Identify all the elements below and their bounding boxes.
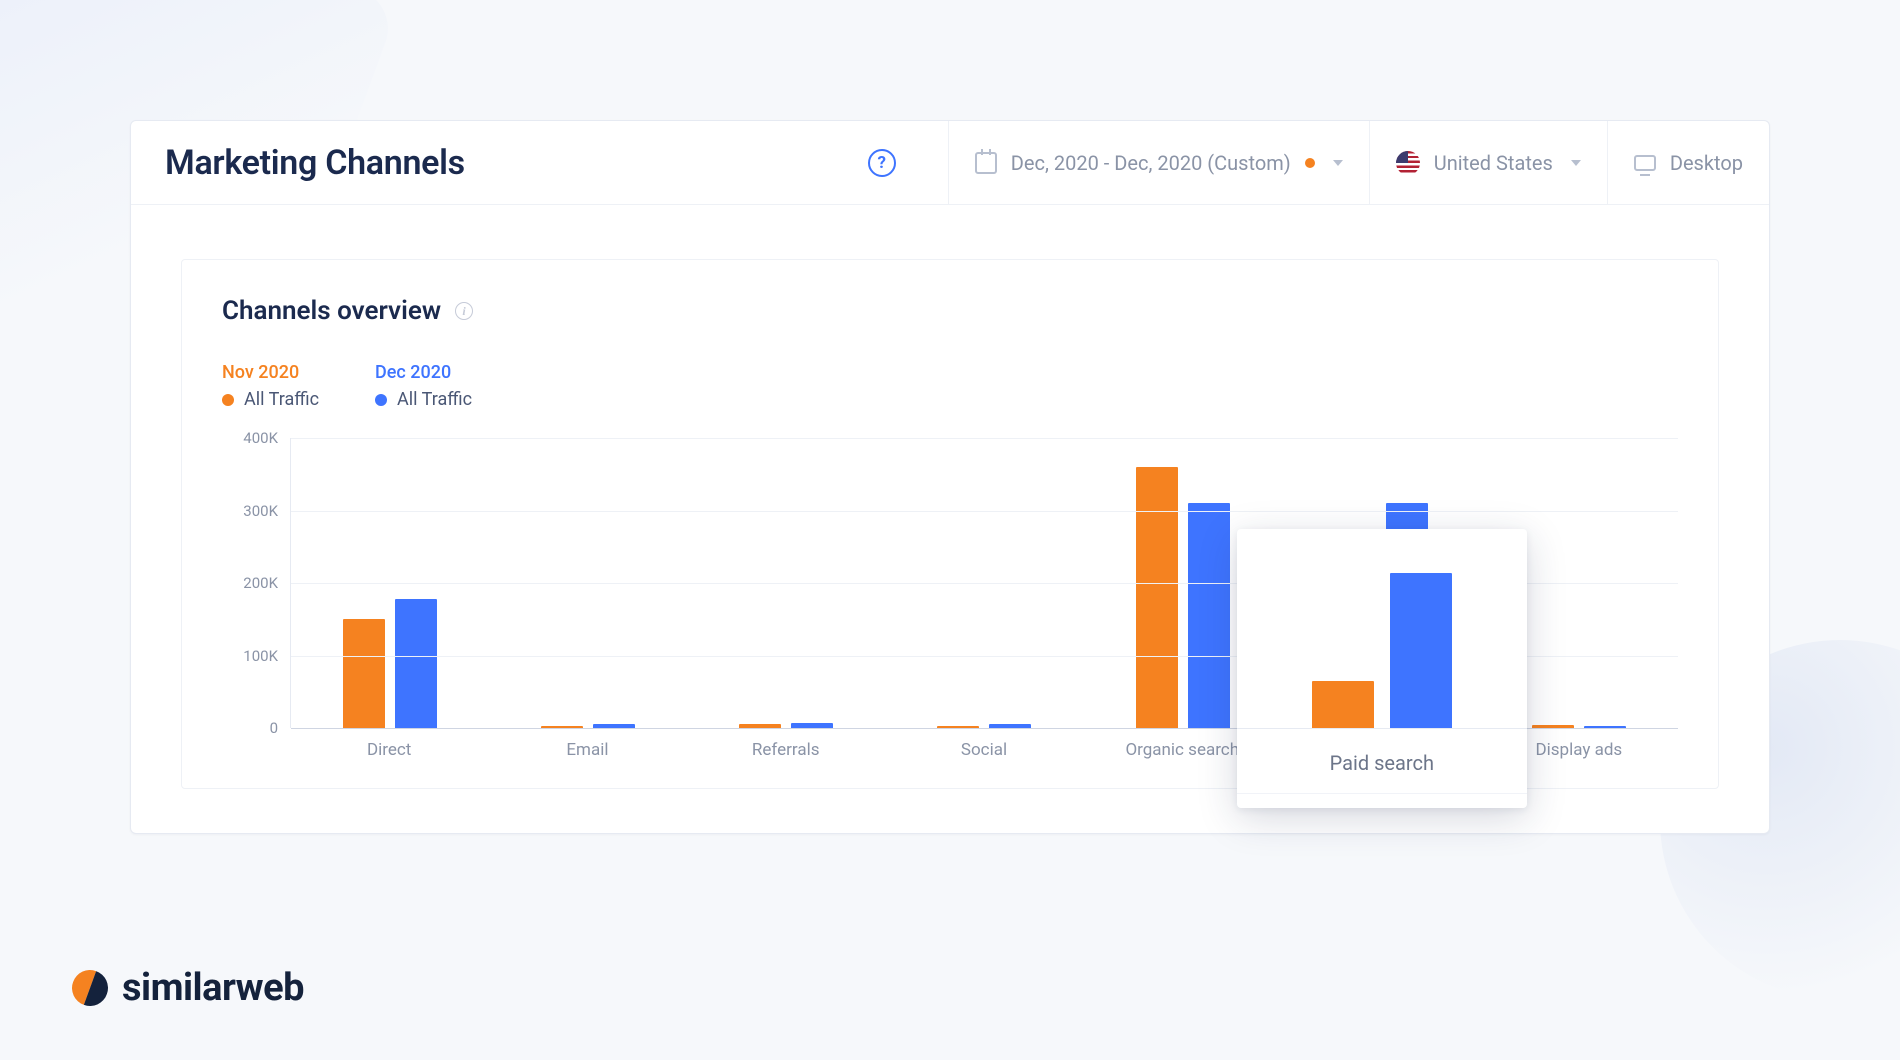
y-tick-label: 0: [270, 719, 278, 737]
brand-name: similarweb: [122, 966, 304, 1010]
help-icon[interactable]: ?: [868, 149, 896, 177]
brand-mark-icon: [72, 970, 108, 1006]
y-tick-label: 100K: [243, 647, 278, 665]
card-title-row: Channels overview i: [222, 296, 1678, 326]
device-selector[interactable]: Desktop: [1607, 121, 1769, 204]
chevron-down-icon: [1333, 160, 1343, 166]
popout-bars: [1237, 529, 1527, 729]
legend-month-a: Nov 2020: [222, 362, 319, 383]
chart-highlight-popout: Paid search: [1237, 529, 1527, 808]
legend-swatch-blue: [375, 394, 387, 406]
gridline: [291, 438, 1678, 439]
legend-label-a: All Traffic: [222, 389, 319, 410]
title-section: Marketing Channels ?: [131, 121, 948, 204]
main-panel: Marketing Channels ? Dec, 2020 - Dec, 20…: [130, 120, 1770, 834]
country-selector[interactable]: United States: [1369, 121, 1607, 204]
legend-month-b: Dec 2020: [375, 362, 472, 383]
legend-swatch-orange: [222, 394, 234, 406]
status-dot-icon: [1305, 158, 1315, 168]
x-tick-label: Email: [488, 740, 686, 760]
y-tick-label: 400K: [243, 429, 278, 447]
desktop-icon: [1634, 155, 1656, 171]
flag-us-icon: [1396, 151, 1420, 175]
popout-bar: [1390, 573, 1452, 728]
y-tick-label: 200K: [243, 574, 278, 592]
popout-label: Paid search: [1237, 751, 1527, 794]
panel-header: Marketing Channels ? Dec, 2020 - Dec, 20…: [131, 121, 1769, 205]
card-title: Channels overview: [222, 296, 441, 326]
x-tick-label: Referrals: [687, 740, 885, 760]
popout-bar: [1312, 681, 1374, 729]
device-label: Desktop: [1670, 151, 1743, 175]
calendar-icon: [975, 152, 997, 174]
chart-y-axis: 0100K200K300K400K: [222, 438, 290, 728]
date-range-label: Dec, 2020 - Dec, 2020 (Custom): [1011, 151, 1291, 175]
x-tick-label: Social: [885, 740, 1083, 760]
chart-legend: Nov 2020 All Traffic Dec 2020 All Traffi…: [222, 362, 1678, 410]
bar: [395, 599, 437, 728]
legend-series-b: Dec 2020 All Traffic: [375, 362, 472, 410]
chevron-down-icon: [1571, 160, 1581, 166]
channels-card: Channels overview i Nov 2020 All Traffic…: [181, 259, 1719, 789]
date-range-selector[interactable]: Dec, 2020 - Dec, 2020 (Custom): [948, 121, 1369, 204]
country-label: United States: [1434, 151, 1553, 175]
legend-series-a: Nov 2020 All Traffic: [222, 362, 319, 410]
legend-label-b: All Traffic: [375, 389, 472, 410]
bar: [343, 619, 385, 728]
brand-logo: similarweb: [72, 966, 304, 1010]
page-title: Marketing Channels: [165, 143, 465, 183]
x-tick-label: Direct: [290, 740, 488, 760]
info-icon[interactable]: i: [455, 302, 473, 320]
bar: [1136, 467, 1178, 728]
gridline: [291, 511, 1678, 512]
bar: [1188, 503, 1230, 728]
y-tick-label: 300K: [243, 502, 278, 520]
